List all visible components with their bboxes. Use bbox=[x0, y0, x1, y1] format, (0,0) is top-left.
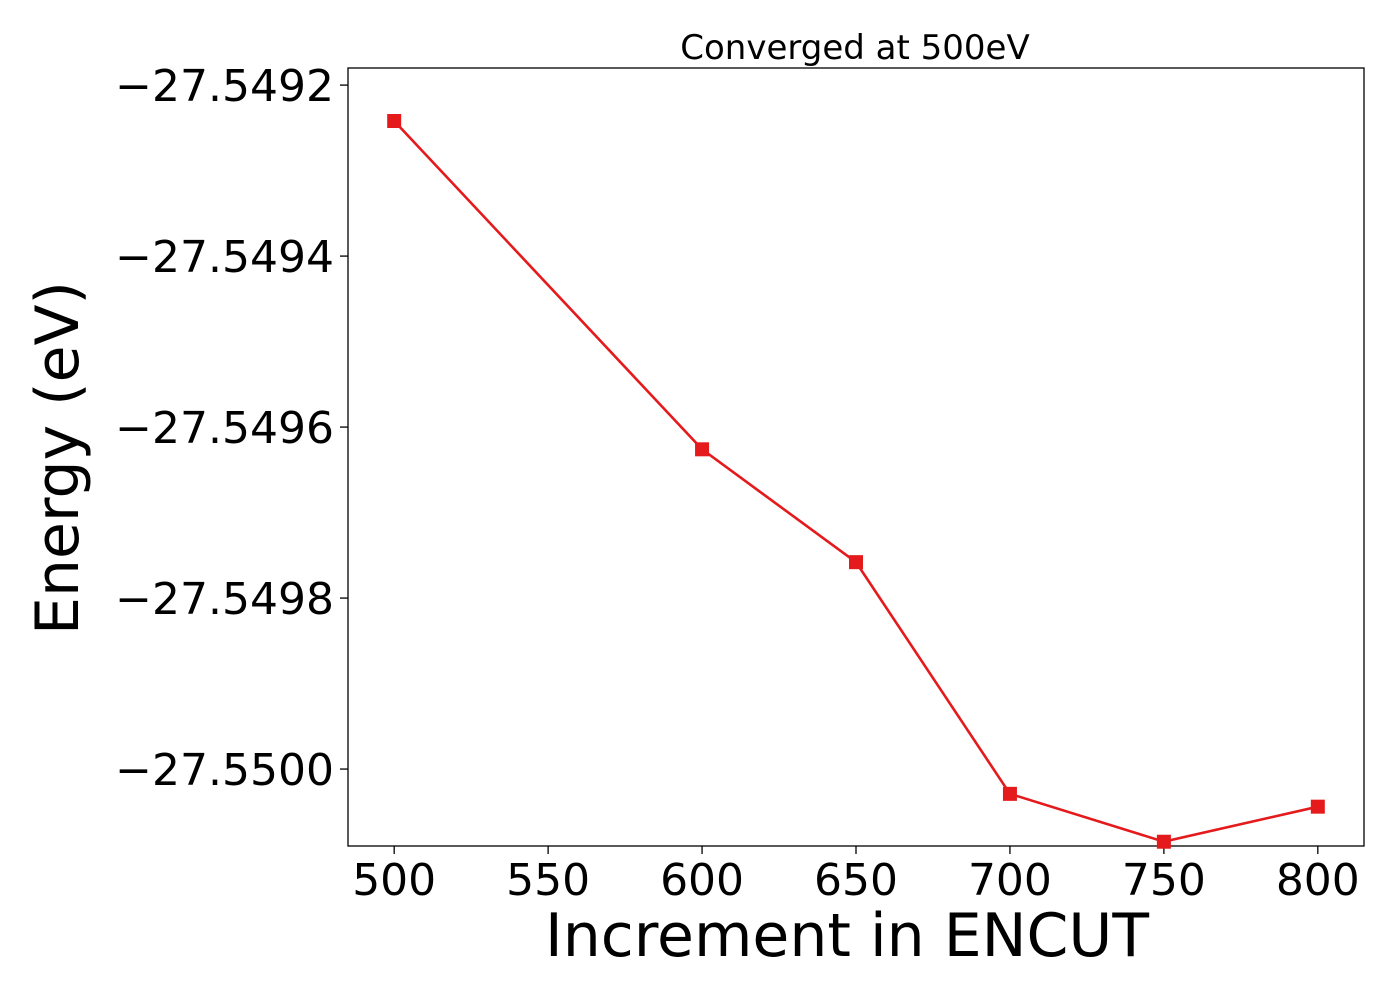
y-tick-label: −27.5496 bbox=[115, 403, 334, 454]
y-axis: −27.5492 −27.5494 −27.5496 −27.5498 −27.5500 bbox=[115, 61, 348, 796]
x-axis: 500 550 600 650 700 750 800 bbox=[352, 846, 1360, 906]
data-point bbox=[1002, 786, 1017, 801]
data-point bbox=[695, 442, 710, 457]
x-tick-label: 600 bbox=[660, 855, 744, 906]
x-tick-label: 700 bbox=[968, 855, 1052, 906]
x-tick-label: 650 bbox=[814, 855, 898, 906]
data-point bbox=[849, 555, 863, 570]
y-tick-label: −27.5494 bbox=[115, 232, 334, 283]
x-tick-label: 800 bbox=[1276, 855, 1360, 906]
y-tick-label: −27.5500 bbox=[115, 745, 334, 796]
x-tick-label: 500 bbox=[352, 855, 436, 906]
x-tick-label: 550 bbox=[506, 855, 590, 906]
y-axis-label: Energy (eV) bbox=[23, 281, 93, 635]
x-tick-label: 750 bbox=[1122, 855, 1206, 906]
data-point bbox=[387, 114, 402, 129]
y-tick-label: −27.5498 bbox=[115, 574, 334, 625]
x-axis-label: Increment in ENCUT bbox=[545, 901, 1149, 971]
chart-title: Converged at 500eV bbox=[680, 28, 1029, 68]
series-layer bbox=[387, 114, 1325, 849]
series-line bbox=[393, 120, 1319, 844]
y-tick-label: −27.5492 bbox=[115, 61, 334, 112]
plot-area bbox=[347, 67, 1365, 847]
data-point bbox=[1156, 834, 1171, 849]
data-point bbox=[1310, 799, 1325, 814]
